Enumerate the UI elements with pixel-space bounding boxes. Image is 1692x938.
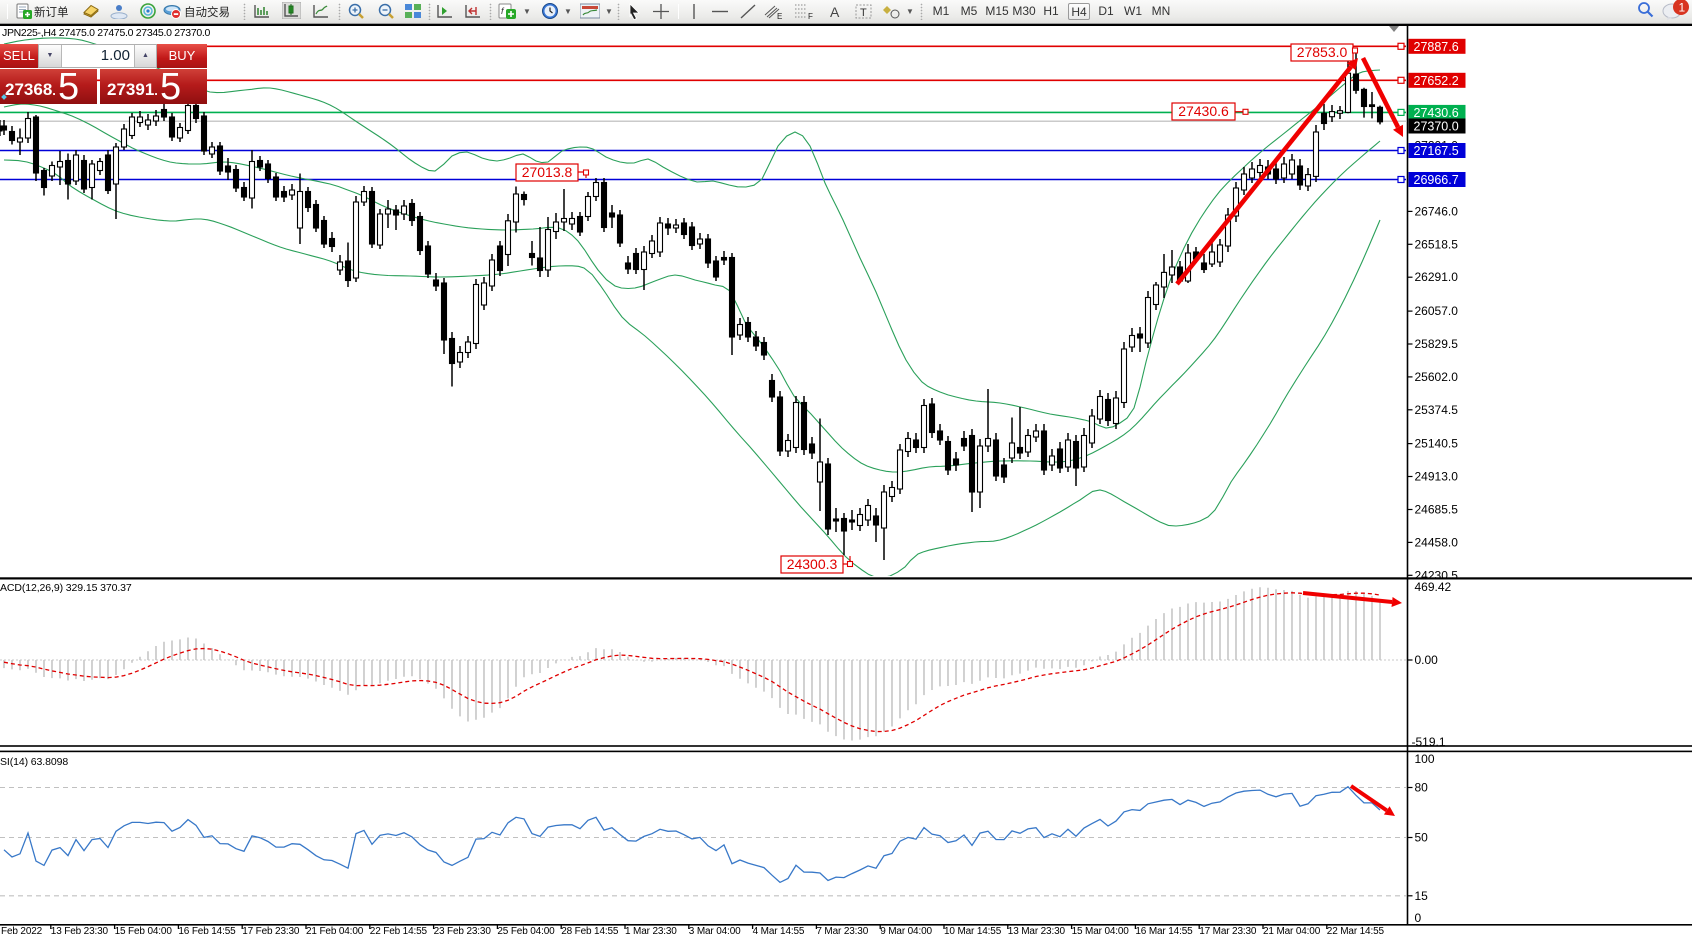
svg-text:24230.5: 24230.5 [1415,568,1459,582]
svg-text:24458.0: 24458.0 [1415,535,1459,549]
svg-text:21 Mar 04:00: 21 Mar 04:00 [1263,926,1321,937]
svg-text:27652.2: 27652.2 [1414,74,1459,88]
svg-text:16 Feb 14:55: 16 Feb 14:55 [178,926,236,937]
svg-text:27370.0: 27370.0 [1414,120,1459,134]
svg-text:15 Feb 04:00: 15 Feb 04:00 [115,926,173,937]
svg-text:25 Feb 04:00: 25 Feb 04:00 [497,926,555,937]
svg-text:15 Mar 04:00: 15 Mar 04:00 [1072,926,1130,937]
svg-text:0: 0 [1415,911,1422,925]
svg-text:24300.3: 24300.3 [787,556,838,572]
svg-text:26291.0: 26291.0 [1415,270,1459,284]
svg-text:27430.6: 27430.6 [1178,103,1229,119]
svg-text:26518.5: 26518.5 [1415,237,1459,251]
svg-text:24913.0: 24913.0 [1415,470,1459,484]
svg-text:24685.5: 24685.5 [1415,503,1459,517]
svg-text:27013.8: 27013.8 [522,164,573,180]
svg-text:16 Mar 14:55: 16 Mar 14:55 [1135,926,1193,937]
svg-text:13 Feb 23:30: 13 Feb 23:30 [51,926,109,937]
svg-text:26966.7: 26966.7 [1414,173,1459,187]
svg-text:T: T [860,7,867,19]
svg-text:22 Feb 14:55: 22 Feb 14:55 [370,926,428,937]
svg-text:100: 100 [1415,752,1435,766]
svg-text:22 Mar 14:55: 22 Mar 14:55 [1327,926,1385,937]
svg-text:26057.0: 26057.0 [1415,304,1459,318]
svg-text:15: 15 [1415,889,1429,903]
svg-text:25140.5: 25140.5 [1415,437,1459,451]
svg-text:7 Mar 23:30: 7 Mar 23:30 [816,926,868,937]
svg-text:F: F [808,12,813,20]
svg-text:27167.5: 27167.5 [1414,144,1459,158]
svg-text:50: 50 [1415,831,1429,845]
svg-text:0.00: 0.00 [1415,653,1439,667]
svg-text:469.42: 469.42 [1415,580,1452,594]
svg-text:25374.5: 25374.5 [1415,403,1459,417]
svg-text:25829.5: 25829.5 [1415,337,1459,351]
svg-text:27430.6: 27430.6 [1414,106,1459,120]
svg-text:26746.0: 26746.0 [1415,204,1459,218]
svg-text:-519.1: -519.1 [1412,735,1446,749]
svg-text:4 Mar 14:55: 4 Mar 14:55 [753,926,805,937]
svg-text:23 Feb 23:30: 23 Feb 23:30 [434,926,492,937]
svg-text:1 Mar 23:30: 1 Mar 23:30 [625,926,677,937]
svg-text:80: 80 [1415,781,1429,795]
svg-text:E: E [777,12,782,20]
svg-text:Feb 2022: Feb 2022 [1,926,43,937]
svg-text:27853.0: 27853.0 [1297,44,1348,60]
svg-text:21 Feb 04:00: 21 Feb 04:00 [306,926,364,937]
svg-text:SI(14) 63.8098: SI(14) 63.8098 [0,756,68,768]
svg-text:3 Mar 04:00: 3 Mar 04:00 [689,926,741,937]
svg-text:ACD(12,26,9) 329.15 370.37: ACD(12,26,9) 329.15 370.37 [0,582,132,594]
svg-text:1: 1 [1679,1,1686,15]
svg-text:9 Mar 04:00: 9 Mar 04:00 [880,926,932,937]
svg-text:17 Mar 23:30: 17 Mar 23:30 [1199,926,1257,937]
svg-text:28 Feb 14:55: 28 Feb 14:55 [561,926,619,937]
svg-text:17 Feb 23:30: 17 Feb 23:30 [242,926,300,937]
svg-text:27887.6: 27887.6 [1414,40,1459,54]
svg-text:10 Mar 14:55: 10 Mar 14:55 [944,926,1002,937]
svg-text:13 Mar 23:30: 13 Mar 23:30 [1008,926,1066,937]
svg-text:f: f [501,6,505,16]
svg-text:25602.0: 25602.0 [1415,370,1459,384]
svg-text:JPN225-,H4 27475.0 27475.0 27: JPN225-,H4 27475.0 27475.0 27345.0 27370… [2,27,211,39]
